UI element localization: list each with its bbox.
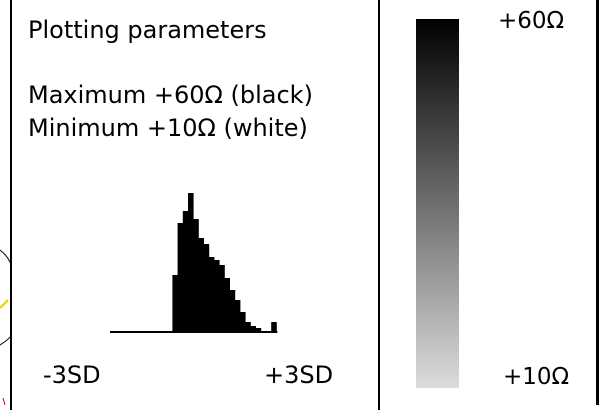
colorbar-gradient xyxy=(416,19,459,388)
panel-title: Plotting parameters xyxy=(28,16,267,44)
minimum-info: Minimum +10Ω (white) xyxy=(28,114,308,142)
histogram-bar xyxy=(172,275,178,332)
axis-right-label: +3SD xyxy=(264,361,334,389)
histogram-bar xyxy=(198,238,204,332)
colorbar-max-label: +60Ω xyxy=(498,8,565,34)
histogram-bar xyxy=(182,211,189,332)
window-edge xyxy=(596,0,599,405)
histogram-bar xyxy=(229,290,236,332)
histogram-bar xyxy=(250,326,256,332)
histogram-bar xyxy=(240,312,246,332)
histogram-bar xyxy=(193,219,199,332)
histogram-bar xyxy=(234,300,241,332)
histogram-bar xyxy=(188,193,194,332)
histogram-bar xyxy=(245,322,251,332)
histogram-bar xyxy=(224,278,230,332)
colorbar-min-label: +10Ω xyxy=(503,364,570,390)
histogram-bar xyxy=(219,265,225,332)
histogram-bar xyxy=(214,260,220,332)
histogram-bar xyxy=(203,244,210,332)
histogram-bar xyxy=(208,257,215,332)
histogram-bar xyxy=(177,223,184,332)
plotting-parameters-panel xyxy=(10,0,380,410)
axis-left-label: -3SD xyxy=(43,361,101,389)
histogram-bar xyxy=(255,328,262,332)
histogram xyxy=(110,193,278,333)
maximum-info: Maximum +60Ω (black) xyxy=(28,81,313,109)
histogram-bar xyxy=(271,322,277,332)
